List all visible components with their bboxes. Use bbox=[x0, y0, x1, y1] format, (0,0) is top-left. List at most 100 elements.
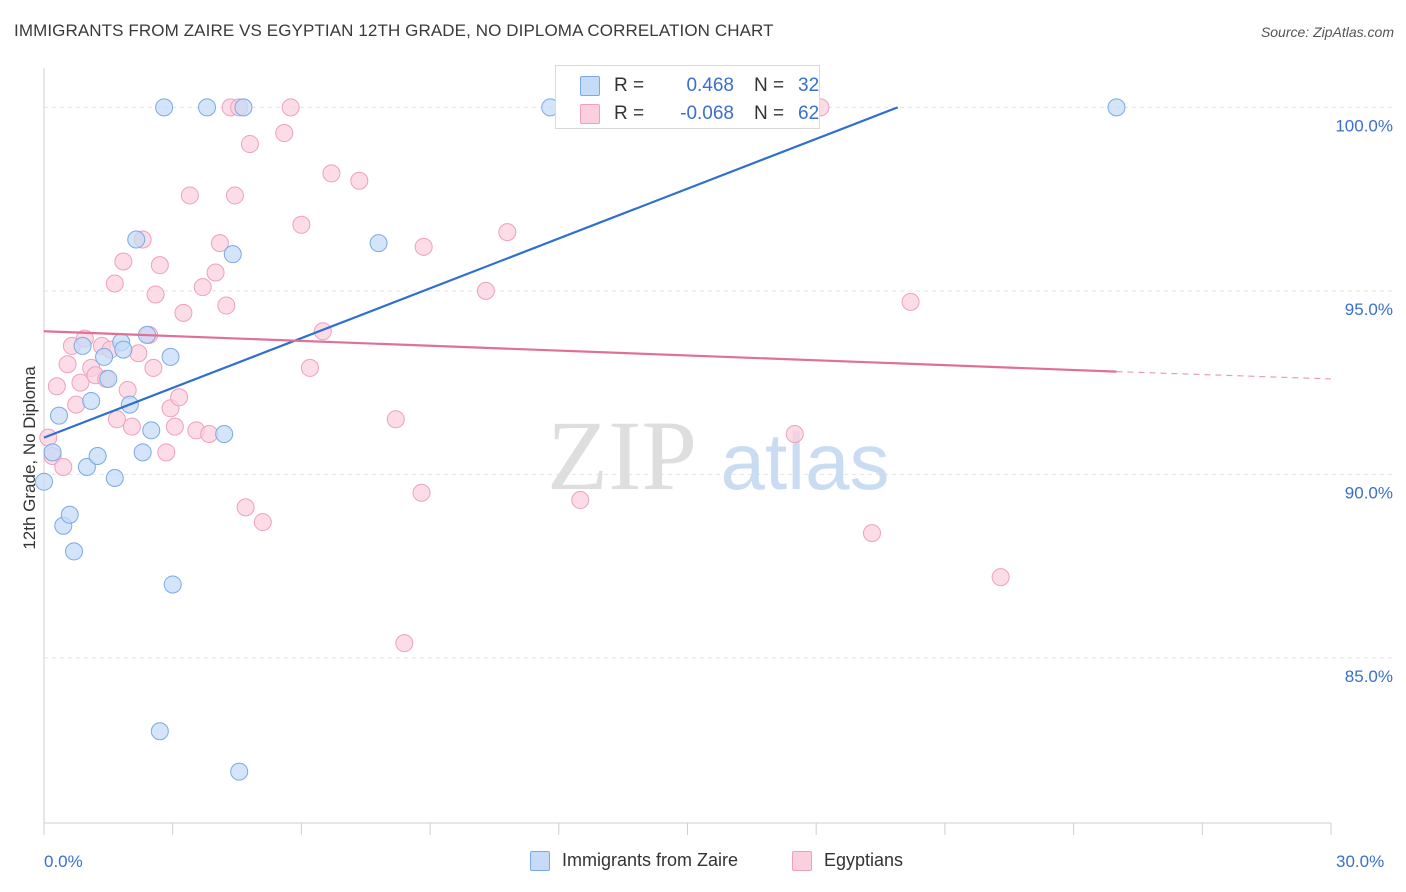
n-value: 32 bbox=[798, 75, 820, 96]
zaire-swatch bbox=[580, 76, 600, 96]
egyptians-point bbox=[150, 256, 169, 275]
egyptians-point bbox=[292, 215, 311, 234]
zaire-point bbox=[77, 458, 96, 477]
zaire-point bbox=[161, 347, 180, 366]
r-value: -0.068 bbox=[680, 103, 734, 124]
egyptians-point bbox=[281, 98, 300, 117]
zaire-point bbox=[163, 575, 182, 594]
egyptians-point bbox=[236, 498, 255, 517]
zaire-point bbox=[234, 98, 253, 117]
legend-row-zaire: R = 0.468 N = 32 bbox=[580, 71, 819, 101]
zaire-point bbox=[99, 369, 118, 388]
egyptians-point bbox=[862, 524, 881, 543]
egyptians-point bbox=[414, 237, 433, 256]
y-tick-label: 100.0% bbox=[1335, 116, 1393, 135]
egyptians-point bbox=[275, 124, 294, 143]
r-label: R = bbox=[614, 75, 645, 96]
zaire-point bbox=[198, 98, 217, 117]
egyptians-point bbox=[901, 292, 920, 311]
zaire-legend-swatch bbox=[530, 850, 550, 871]
chart-title: IMMIGRANTS FROM ZAIRE VS EGYPTIAN 12TH G… bbox=[14, 21, 774, 40]
egyptians-point bbox=[395, 634, 414, 653]
egyptians-points bbox=[39, 98, 1010, 653]
egyptians-point bbox=[476, 281, 495, 300]
n-label: N = bbox=[754, 103, 785, 124]
zaire-point bbox=[142, 421, 161, 440]
zaire-point bbox=[133, 443, 152, 462]
egyptians-point bbox=[322, 164, 341, 183]
watermark: ZIP atlas bbox=[547, 400, 889, 511]
egyptians-point bbox=[240, 135, 259, 154]
egyptians-point bbox=[129, 344, 148, 363]
legend-item-egyptians[interactable]: Egyptians bbox=[792, 850, 903, 871]
egyptians-point bbox=[571, 491, 590, 510]
watermark-zip: ZIP bbox=[547, 400, 697, 511]
x-tick-label-min: 0.0% bbox=[44, 852, 83, 871]
r-label: R = bbox=[614, 103, 645, 124]
egyptians-point bbox=[58, 355, 77, 374]
egyptians-point bbox=[200, 424, 219, 443]
egyptians-point bbox=[225, 186, 244, 205]
egyptians-point bbox=[54, 458, 73, 477]
egyptians-point bbox=[991, 568, 1010, 587]
egyptians-point bbox=[180, 186, 199, 205]
y-tick-label: 95.0% bbox=[1345, 300, 1393, 319]
zaire-point bbox=[1107, 98, 1126, 117]
egyptians-point bbox=[193, 278, 212, 297]
trend-lines bbox=[43, 106, 1332, 439]
zaire-point bbox=[150, 722, 169, 741]
egyptians-point bbox=[47, 377, 66, 396]
egyptians-legend-label: Egyptians bbox=[824, 850, 904, 870]
zaire-point bbox=[230, 762, 249, 781]
n-value: 62 bbox=[798, 103, 820, 124]
n-label: N = bbox=[754, 75, 785, 96]
source-note: Source: ZipAtlas.com bbox=[1260, 24, 1394, 40]
egyptians-point bbox=[253, 513, 272, 532]
zaire-point bbox=[43, 443, 62, 462]
egyptians-point bbox=[71, 373, 90, 392]
zaire-point bbox=[105, 469, 124, 488]
legend-item-zaire[interactable]: Immigrants from Zaire bbox=[530, 850, 738, 871]
egyptians-point bbox=[300, 358, 319, 377]
egyptians-point bbox=[386, 410, 405, 429]
y-tick-label: 85.0% bbox=[1345, 667, 1393, 686]
zaire-point bbox=[223, 245, 242, 264]
zaire-point bbox=[155, 98, 174, 117]
egyptians-trend-line bbox=[43, 330, 1117, 373]
egyptians-point bbox=[157, 443, 176, 462]
egyptians-trend-extension bbox=[1116, 370, 1332, 380]
watermark-atlas: atlas bbox=[721, 417, 890, 506]
egyptians-point bbox=[144, 358, 163, 377]
egyptians-point bbox=[67, 395, 86, 414]
egyptians-legend-swatch bbox=[792, 850, 812, 871]
egyptians-point bbox=[146, 285, 165, 304]
zaire-point bbox=[127, 230, 146, 249]
legend-row-egyptians: R = -0.068 N = 62 bbox=[580, 99, 819, 129]
egyptians-point bbox=[122, 417, 141, 436]
zaire-legend-label: Immigrants from Zaire bbox=[562, 850, 739, 870]
egyptians-point bbox=[206, 263, 225, 282]
zaire-point bbox=[114, 340, 133, 359]
egyptians-point bbox=[785, 424, 804, 443]
egyptians-point bbox=[174, 303, 193, 322]
egyptians-point bbox=[165, 417, 184, 436]
zaire-points bbox=[35, 98, 1126, 781]
egyptians-point bbox=[210, 234, 229, 253]
zaire-point bbox=[95, 347, 114, 366]
r-value: 0.468 bbox=[686, 75, 734, 96]
zaire-trend-line bbox=[43, 106, 899, 439]
zaire-point bbox=[73, 336, 92, 355]
y-axis-label: 12th Grade, No Diploma bbox=[20, 366, 39, 550]
egyptians-point bbox=[350, 171, 369, 190]
zaire-point bbox=[215, 424, 234, 443]
y-tick-labels: 85.0% 90.0% 95.0% 100.0% bbox=[1335, 116, 1393, 685]
grid-lines bbox=[44, 106, 1394, 659]
y-tick-label: 90.0% bbox=[1345, 483, 1393, 502]
egyptians-point bbox=[498, 223, 517, 242]
zaire-point bbox=[369, 234, 388, 253]
x-tick-label-max: 30.0% bbox=[1336, 852, 1385, 871]
egyptians-point bbox=[412, 483, 431, 502]
zaire-point bbox=[82, 391, 101, 410]
zaire-point bbox=[60, 505, 79, 524]
